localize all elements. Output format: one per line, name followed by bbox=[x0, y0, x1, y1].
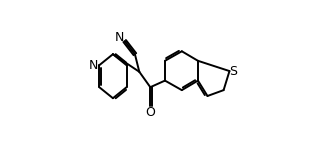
Text: N: N bbox=[115, 31, 124, 44]
Text: O: O bbox=[146, 106, 155, 119]
Text: S: S bbox=[230, 65, 238, 78]
Text: N: N bbox=[89, 59, 98, 72]
